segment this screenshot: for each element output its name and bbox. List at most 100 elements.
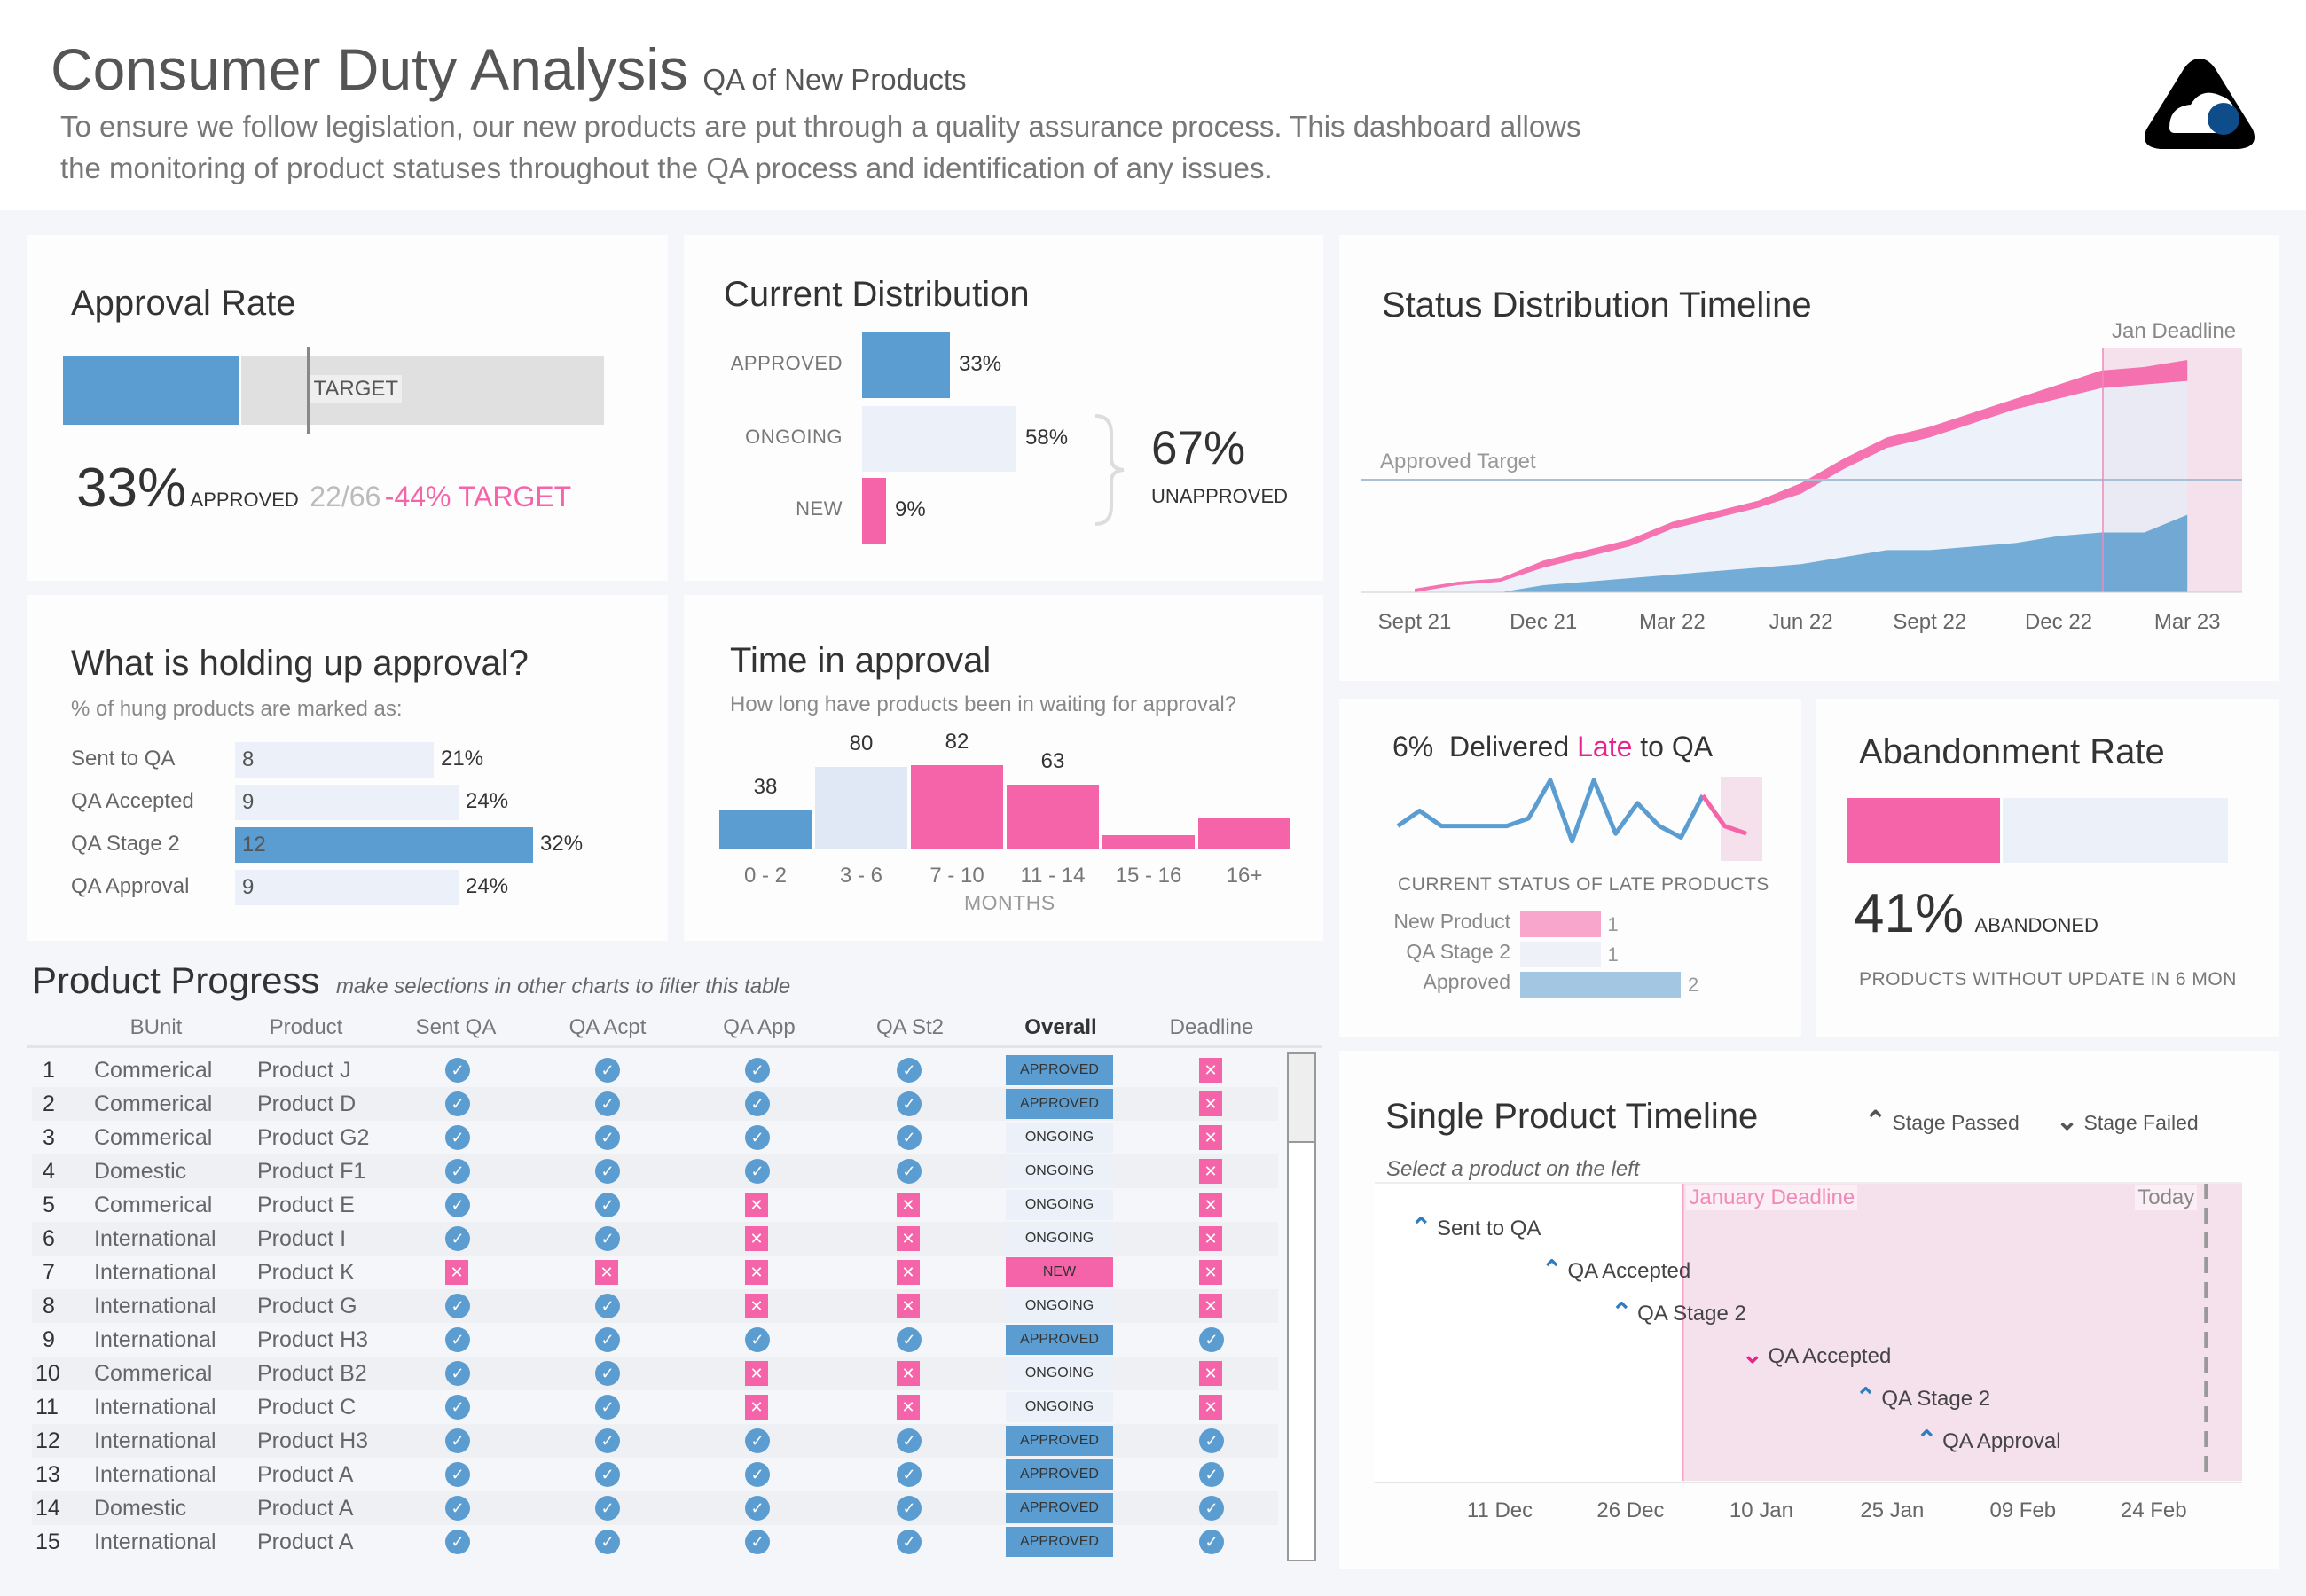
- unapproved-value: 67%: [1151, 422, 1246, 474]
- x-mark-icon: ✕: [897, 1294, 920, 1318]
- time-bar-label: 63: [1040, 748, 1065, 773]
- timeline-event[interactable]: ⌃ QA Accepted: [1541, 1255, 1690, 1284]
- ongoing-area: [1415, 380, 2188, 592]
- status-timeline-chart[interactable]: [1339, 235, 2279, 681]
- check-circle-icon: ✓: [745, 1496, 770, 1521]
- check-circle-icon: ✓: [1199, 1530, 1224, 1554]
- bunit-cell: Domestic: [94, 1496, 187, 1521]
- timeline-tick-label: Sept 21: [1377, 610, 1452, 634]
- column-header-qa-acpt[interactable]: QA Acpt: [569, 1015, 647, 1039]
- product-progress-title: Product Progress: [32, 959, 320, 1001]
- column-header-qa-app[interactable]: QA App: [723, 1015, 796, 1039]
- holding-up-label: QA Approval: [71, 874, 190, 898]
- column-header-qa-st2[interactable]: QA St2: [875, 1015, 945, 1039]
- column-header-product[interactable]: Product: [269, 1015, 343, 1039]
- time-in-approval-subtitle: How long have products been in waiting f…: [730, 692, 1237, 716]
- table-row[interactable]: 10 Commerical Product B2 ✓ ✓ ✕ ✕ ✕ ONGOING: [32, 1357, 1278, 1390]
- check-circle-icon: ✓: [897, 1091, 922, 1116]
- product-cell: Product H3: [257, 1327, 369, 1352]
- x-mark-icon: ✕: [1199, 1294, 1222, 1318]
- legend-passed-label: Stage Passed: [1892, 1111, 2020, 1134]
- table-row[interactable]: 13 International Product A ✓ ✓ ✓ ✓ ✓ APPROVED: [32, 1458, 1278, 1491]
- timeline-tick-label: Mar 23: [2153, 610, 2221, 634]
- holding-up-bar[interactable]: 9: [235, 785, 459, 820]
- timeline-event[interactable]: ⌃ QA Stage 2: [1612, 1297, 1746, 1326]
- late-sparkline[interactable]: [1339, 699, 1801, 876]
- timeline-event[interactable]: ⌃ QA Approval: [1917, 1425, 2061, 1454]
- table-row[interactable]: 11 International Product C ✓ ✓ ✕ ✕ ✕ ONGOING: [32, 1390, 1278, 1424]
- x-mark-icon: ✕: [1199, 1159, 1222, 1184]
- time-bar-label: 80: [849, 732, 874, 756]
- timeline-event[interactable]: ⌃ QA Stage 2: [1855, 1382, 1990, 1412]
- time-bar-4[interactable]: [1102, 834, 1195, 849]
- abandonment-bar[interactable]: [1847, 798, 2228, 863]
- table-row[interactable]: 4 Domestic Product F1 ✓ ✓ ✓ ✓ ✕ ONGOING: [32, 1154, 1278, 1188]
- check-circle-icon: ✓: [445, 1091, 470, 1116]
- vs-target: -44% TARGET: [384, 481, 572, 512]
- check-circle-icon: ✓: [595, 1193, 620, 1217]
- distribution-bar-ongoing[interactable]: [862, 406, 1016, 472]
- time-bar-0[interactable]: [719, 810, 812, 849]
- check-circle-icon: ✓: [445, 1294, 470, 1318]
- event-stage-label: Sent to QA: [1436, 1217, 1541, 1240]
- check-circle-icon: ✓: [445, 1428, 470, 1453]
- bunit-cell: Commerical: [94, 1058, 213, 1083]
- table-scrollbar[interactable]: [1287, 1052, 1316, 1561]
- dashboard-header: Consumer Duty Analysis QA of New Product…: [0, 0, 2306, 210]
- timeline-event[interactable]: ⌃ Sent to QA: [1411, 1212, 1541, 1241]
- late-to-qa-panel: 6% Delivered Late to QA CURRENT STATUS O…: [1339, 699, 1801, 1037]
- time-bar-1[interactable]: [815, 767, 907, 849]
- legend-failed-label: Stage Failed: [2083, 1111, 2199, 1134]
- late-status-bar[interactable]: [1520, 942, 1601, 967]
- bunit-cell: Commerical: [94, 1193, 213, 1217]
- table-row[interactable]: 15 International Product A ✓ ✓ ✓ ✓ ✓ APPROVED: [32, 1525, 1278, 1559]
- single-product-chart[interactable]: [1339, 1051, 2279, 1569]
- time-bar-label: 38: [753, 774, 778, 799]
- table-row[interactable]: 1 Commerical Product J ✓ ✓ ✓ ✓ ✕ APPROVED: [32, 1053, 1278, 1087]
- description-line-2: the monitoring of product statuses throu…: [60, 152, 1273, 184]
- holding-up-pct: 24%: [466, 789, 509, 813]
- late-status-bar[interactable]: [1520, 972, 1681, 998]
- approval-rate-bar[interactable]: TARGET: [63, 347, 604, 434]
- time-bar-label: 82: [945, 729, 969, 754]
- time-bar-3[interactable]: [1007, 784, 1099, 849]
- distribution-bar-approved[interactable]: [862, 332, 950, 398]
- distribution-value: 58%: [1025, 426, 1069, 450]
- column-header-bunit[interactable]: BUnit: [129, 1015, 183, 1039]
- table-row[interactable]: 14 Domestic Product A ✓ ✓ ✓ ✓ ✓ APPROVED: [32, 1491, 1278, 1525]
- row-number: 10: [35, 1361, 60, 1386]
- distribution-label-new: NEW: [796, 497, 843, 520]
- holding-up-bar[interactable]: 12: [235, 827, 533, 863]
- check-circle-icon: ✓: [745, 1125, 770, 1150]
- column-header-deadline[interactable]: Deadline: [1169, 1015, 1254, 1039]
- table-row[interactable]: 5 Commerical Product E ✓ ✓ ✕ ✕ ✕ ONGOING: [32, 1188, 1278, 1222]
- time-bar-5[interactable]: [1198, 818, 1290, 849]
- table-row[interactable]: 12 International Product H3 ✓ ✓ ✓ ✓ ✓ APPROVED: [32, 1424, 1278, 1458]
- table-row[interactable]: 8 International Product G ✓ ✓ ✕ ✕ ✕ ONGOING: [32, 1289, 1278, 1323]
- table-row[interactable]: 9 International Product H3 ✓ ✓ ✓ ✓ ✓ APPROVED: [32, 1323, 1278, 1357]
- column-header-overall[interactable]: Overall: [1024, 1015, 1097, 1039]
- distribution-label-approved: APPROVED: [730, 352, 843, 374]
- time-bar-2[interactable]: [911, 764, 1003, 849]
- row-number: 4: [43, 1159, 55, 1184]
- time-category-label: 3 - 6: [839, 864, 883, 888]
- check-circle-icon: ✓: [1199, 1462, 1224, 1487]
- table-row[interactable]: 3 Commerical Product G2 ✓ ✓ ✓ ✓ ✕ ONGOING: [32, 1121, 1278, 1154]
- check-circle-icon: ✓: [745, 1530, 770, 1554]
- scrollbar-thumb[interactable]: [1289, 1054, 1314, 1143]
- column-header-sent-qa[interactable]: Sent QA: [415, 1015, 497, 1039]
- holding-up-bar[interactable]: 8: [235, 742, 434, 778]
- holding-up-label: QA Stage 2: [71, 832, 180, 856]
- table-row[interactable]: 7 International Product K ✕ ✕ ✕ ✕ ✕ NEW: [32, 1256, 1278, 1289]
- table-row[interactable]: 6 International Product I ✓ ✓ ✕ ✕ ✕ ONGOING: [32, 1222, 1278, 1256]
- holding-up-pct: 21%: [441, 747, 484, 771]
- table-row[interactable]: 2 Commerical Product D ✓ ✓ ✓ ✓ ✕ APPROVED: [32, 1087, 1278, 1121]
- late-status-bar[interactable]: [1520, 911, 1601, 937]
- timeline-tick-label: Mar 22: [1639, 610, 1706, 634]
- product-cell: Product F1: [257, 1159, 366, 1184]
- abandonment-title: Abandonment Rate: [1859, 732, 2165, 771]
- holding-up-bar[interactable]: 9: [235, 870, 459, 905]
- timeline-event[interactable]: ⌄ QA Accepted: [1742, 1340, 1891, 1369]
- distribution-bar-new[interactable]: [862, 478, 886, 544]
- overall-status-badge: ONGOING: [1006, 1123, 1113, 1153]
